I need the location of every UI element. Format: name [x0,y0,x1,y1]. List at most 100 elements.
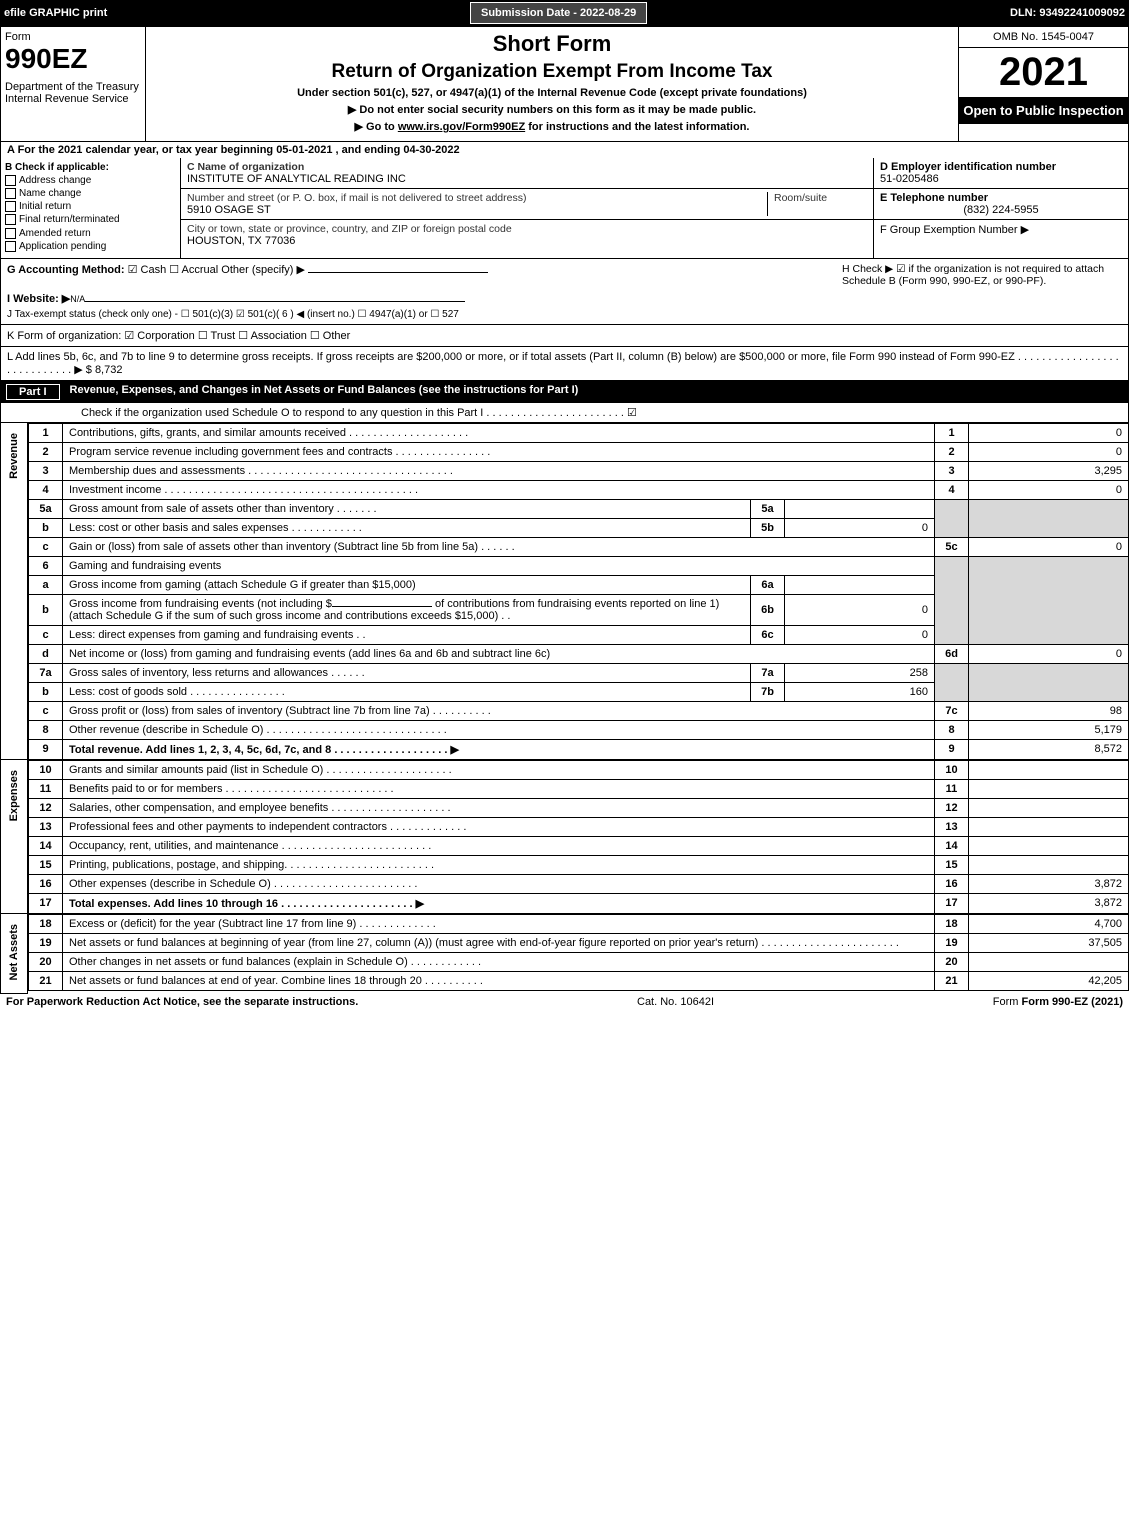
ln12-rv [969,798,1129,817]
ln15-rv [969,855,1129,874]
org-city: HOUSTON, TX 77036 [187,235,867,247]
ln17-rv: 3,872 [969,893,1129,913]
line-a: A For the 2021 calendar year, or tax yea… [0,142,1129,158]
chk-name[interactable]: Name change [5,188,176,199]
ln16-desc: Other expenses (describe in Schedule O) … [63,874,935,893]
h-box: H Check ▶ ☑ if the organization is not r… [842,263,1122,287]
col-b: B Check if applicable: Address change Na… [1,158,181,258]
header-mid: Short Form Return of Organization Exempt… [146,27,958,141]
g-opts: ☑ Cash ☐ Accrual Other (specify) ▶ [128,264,305,276]
revenue-table: 1Contributions, gifts, grants, and simil… [28,423,1129,760]
chk-final[interactable]: Final return/terminated [5,214,176,225]
ln5b-mv: 0 [785,518,935,537]
ln20-desc: Other changes in net assets or fund bala… [63,952,935,971]
org-name: INSTITUTE OF ANALYTICAL READING INC [187,173,867,185]
ln9-desc: Total revenue. Add lines 1, 2, 3, 4, 5c,… [63,739,935,759]
chk-address[interactable]: Address change [5,175,176,186]
ln6b-a: Gross income from fundraising events (no… [69,598,332,610]
ln3-n: 3 [29,461,63,480]
chk-pending[interactable]: Application pending [5,241,176,252]
ln11-n: 11 [29,779,63,798]
sub3-b: for instructions and the latest informat… [525,121,749,133]
short-form-title: Short Form [154,31,950,57]
ln1-desc: Contributions, gifts, grants, and simila… [63,423,935,442]
ln21-rv: 42,205 [969,971,1129,990]
ln3-rn: 3 [935,461,969,480]
row-l: L Add lines 5b, 6c, and 7b to line 9 to … [0,347,1129,381]
form-number: 990EZ [5,43,141,75]
ln5a-n: 5a [29,499,63,518]
dept-label: Department of the Treasury Internal Reve… [5,81,141,105]
subtitle-1: Under section 501(c), 527, or 4947(a)(1)… [154,87,950,99]
ln10-desc: Grants and similar amounts paid (list in… [63,760,935,779]
col-de: D Employer identification number 51-0205… [873,158,1128,258]
ln14-rn: 14 [935,836,969,855]
ln6b-desc: Gross income from fundraising events (no… [63,594,751,625]
ln13-rn: 13 [935,817,969,836]
row-k: K Form of organization: ☑ Corporation ☐ … [0,325,1129,347]
ln10-rn: 10 [935,760,969,779]
ln2-desc: Program service revenue including govern… [63,442,935,461]
ln18-n: 18 [29,914,63,933]
chk-initial[interactable]: Initial return [5,201,176,212]
ln1-rv: 0 [969,423,1129,442]
ln15-rn: 15 [935,855,969,874]
ln17-n: 17 [29,893,63,913]
chk-final-label: Final return/terminated [19,215,120,226]
ln18-rn: 18 [935,914,969,933]
chk-address-label: Address change [19,175,91,186]
tel-label: E Telephone number [880,192,1122,204]
ln20-rn: 20 [935,952,969,971]
ln21-rn: 21 [935,971,969,990]
ln7c-n: c [29,701,63,720]
irs-link[interactable]: www.irs.gov/Form990EZ [398,121,525,133]
revenue-label-text: Revenue [6,423,22,489]
ln6-n: 6 [29,556,63,575]
revenue-label: Revenue [0,423,28,760]
ln6b-mv: 0 [785,594,935,625]
form-header: Form 990EZ Department of the Treasury In… [0,26,1129,142]
ln19-n: 19 [29,933,63,952]
ln5c-desc: Gain or (loss) from sale of assets other… [63,537,935,556]
ln11-desc: Benefits paid to or for members . . . . … [63,779,935,798]
ln6d-rn: 6d [935,644,969,663]
ln13-n: 13 [29,817,63,836]
revenue-section: Revenue 1Contributions, gifts, grants, a… [0,423,1129,760]
ln7b-n: b [29,682,63,701]
org-street: 5910 OSAGE ST [187,204,767,216]
ln6d-rv: 0 [969,644,1129,663]
ln3-rv: 3,295 [969,461,1129,480]
ln5b-desc: Less: cost or other basis and sales expe… [63,518,751,537]
ln16-rn: 16 [935,874,969,893]
ln21-n: 21 [29,971,63,990]
ln8-n: 8 [29,720,63,739]
website-value: N/A [70,294,85,304]
ln19-rv: 37,505 [969,933,1129,952]
ein-label: D Employer identification number [880,161,1122,173]
ln5b-ml: 5b [751,518,785,537]
page-footer: For Paperwork Reduction Act Notice, see … [0,994,1129,1010]
top-bar: efile GRAPHIC print Submission Date - 20… [0,0,1129,26]
return-title: Return of Organization Exempt From Incom… [154,61,950,83]
j-line: J Tax-exempt status (check only one) - ☐… [7,309,1122,320]
ln17-rn: 17 [935,893,969,913]
chk-name-label: Name change [19,188,81,199]
chk-amended[interactable]: Amended return [5,228,176,239]
ln8-desc: Other revenue (describe in Schedule O) .… [63,720,935,739]
ln5a-mv [785,499,935,518]
ln6a-ml: 6a [751,575,785,594]
tel-value: (832) 224-5955 [880,204,1122,216]
ln5a-desc: Gross amount from sale of assets other t… [63,499,751,518]
ln7c-desc: Gross profit or (loss) from sales of inv… [63,701,935,720]
ln1-n: 1 [29,423,63,442]
footer-form: Form 990-EZ (2021) [1022,996,1123,1008]
ln14-rv [969,836,1129,855]
subtitle-3: ▶ Go to www.irs.gov/Form990EZ for instru… [154,120,950,133]
part1-num: Part I [6,384,60,400]
l-val: 8,732 [95,364,123,376]
ln6d-desc: Net income or (loss) from gaming and fun… [63,644,935,663]
expenses-table: 10Grants and similar amounts paid (list … [28,760,1129,914]
row-ghi: G Accounting Method: ☑ Cash ☐ Accrual Ot… [0,259,1129,325]
footer-left: For Paperwork Reduction Act Notice, see … [6,996,358,1008]
ln10-rv [969,760,1129,779]
